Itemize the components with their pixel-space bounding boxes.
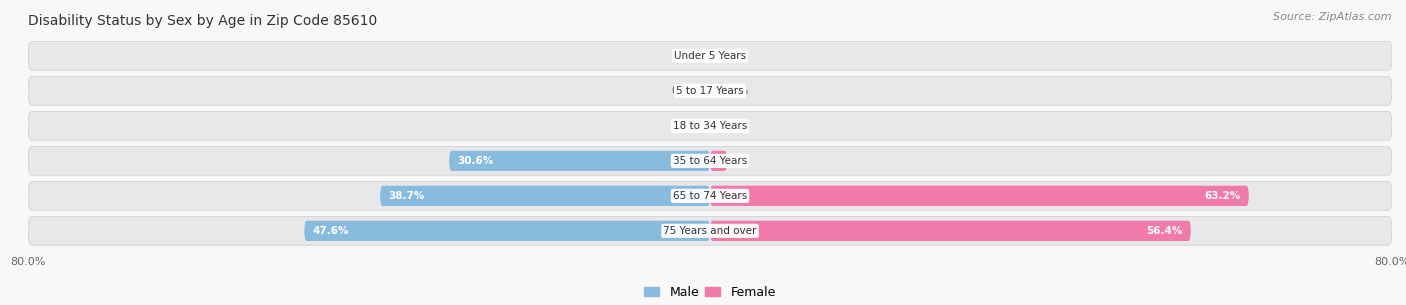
Text: Source: ZipAtlas.com: Source: ZipAtlas.com	[1274, 12, 1392, 22]
Text: 63.2%: 63.2%	[1204, 191, 1240, 201]
Text: 47.6%: 47.6%	[312, 226, 349, 236]
Text: 35 to 64 Years: 35 to 64 Years	[673, 156, 747, 166]
Text: 0.0%: 0.0%	[671, 51, 697, 61]
FancyBboxPatch shape	[28, 146, 1392, 175]
Text: 75 Years and over: 75 Years and over	[664, 226, 756, 236]
Text: 65 to 74 Years: 65 to 74 Years	[673, 191, 747, 201]
Text: 38.7%: 38.7%	[388, 191, 425, 201]
Text: 0.0%: 0.0%	[723, 86, 749, 96]
FancyBboxPatch shape	[28, 217, 1392, 245]
FancyBboxPatch shape	[449, 151, 710, 171]
FancyBboxPatch shape	[28, 77, 1392, 105]
FancyBboxPatch shape	[304, 221, 710, 241]
Text: 18 to 34 Years: 18 to 34 Years	[673, 121, 747, 131]
Text: 5 to 17 Years: 5 to 17 Years	[676, 86, 744, 96]
Text: 56.4%: 56.4%	[1146, 226, 1182, 236]
FancyBboxPatch shape	[28, 41, 1392, 70]
Text: 0.0%: 0.0%	[671, 86, 697, 96]
Text: 30.6%: 30.6%	[458, 156, 494, 166]
Text: 0.0%: 0.0%	[671, 121, 697, 131]
FancyBboxPatch shape	[710, 221, 1191, 241]
Text: 0.0%: 0.0%	[723, 51, 749, 61]
Legend: Male, Female: Male, Female	[640, 281, 780, 304]
Text: Disability Status by Sex by Age in Zip Code 85610: Disability Status by Sex by Age in Zip C…	[28, 15, 377, 28]
FancyBboxPatch shape	[380, 186, 710, 206]
FancyBboxPatch shape	[710, 151, 727, 171]
FancyBboxPatch shape	[28, 181, 1392, 210]
FancyBboxPatch shape	[28, 112, 1392, 140]
Text: Under 5 Years: Under 5 Years	[673, 51, 747, 61]
Text: 2.0%: 2.0%	[723, 156, 749, 166]
Text: 0.0%: 0.0%	[723, 121, 749, 131]
FancyBboxPatch shape	[710, 186, 1249, 206]
